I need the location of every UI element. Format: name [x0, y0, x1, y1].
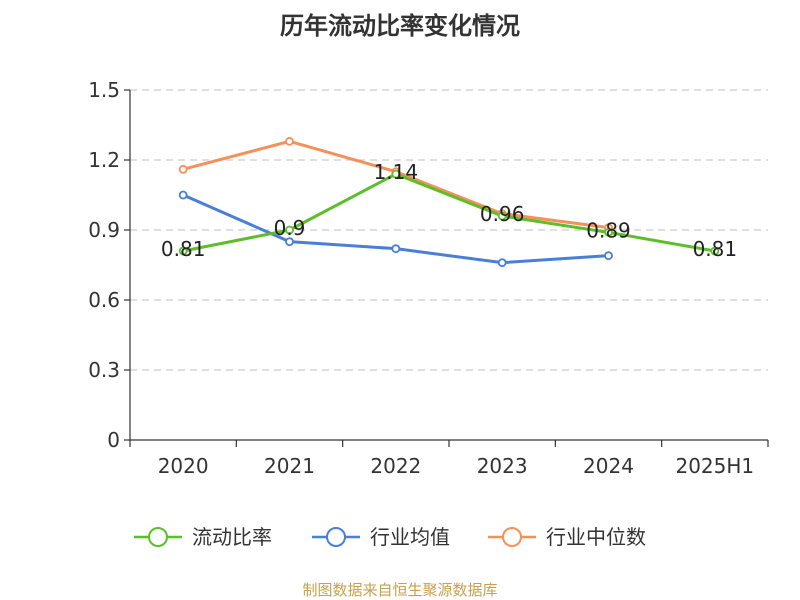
- y-tick-label: 1.2: [88, 148, 120, 172]
- legend-swatch-marker: [502, 527, 522, 547]
- y-tick-label: 0.3: [88, 358, 120, 382]
- legend: 流动比率 行业均值 行业中位数: [134, 525, 646, 549]
- data-label: 0.96: [480, 202, 525, 226]
- data-point: [178, 190, 188, 200]
- data-point: [497, 211, 507, 221]
- y-tick-label: 1.5: [88, 78, 120, 102]
- data-point: [497, 258, 507, 268]
- grid-lines: [130, 89, 768, 371]
- data-point: [391, 169, 401, 179]
- axes: 0 0.3 0.6 0.9 1.2 1.5 2020 2021 2022 2023 2024 2025…: [88, 78, 769, 478]
- chart-title: 历年流动比率变化情况: [280, 12, 520, 40]
- data-point: [604, 251, 613, 261]
- data-point: [285, 237, 294, 247]
- data-point: [604, 227, 613, 237]
- x-tick-label: 2023: [477, 454, 528, 478]
- data-point: [178, 246, 188, 256]
- x-tick-label: 2024: [583, 454, 634, 478]
- source-note: 制图数据来自恒生聚源数据库: [302, 581, 497, 599]
- x-tick-label: 2022: [370, 454, 421, 478]
- data-point: [710, 246, 720, 256]
- data-point: [285, 225, 294, 235]
- series-line: [182, 172, 716, 253]
- x-tick-label: 2020: [158, 454, 209, 478]
- data-label: 0.89: [586, 218, 631, 242]
- data-point: [178, 164, 188, 174]
- data-label: 0.81: [693, 237, 738, 261]
- legend-label: 行业中位数: [546, 525, 646, 549]
- data-label: 1.14: [374, 160, 419, 184]
- x-tick-label: 2021: [264, 454, 315, 478]
- y-tick-label: 0.6: [88, 288, 120, 312]
- data-point: [285, 136, 294, 146]
- x-tick-label: 2025H1: [675, 454, 754, 478]
- legend-label: 行业均值: [370, 525, 450, 549]
- legend-swatch-marker: [326, 527, 346, 547]
- data-point: [391, 244, 401, 254]
- y-tick-label: 0.9: [88, 218, 120, 242]
- data-labels: 0.81 0.9 1.14 0.96 0.89 0.81: [161, 160, 737, 261]
- data-label: 0.9: [274, 216, 306, 240]
- legend-label: 流动比率: [192, 525, 272, 549]
- series-points: [178, 136, 720, 268]
- data-label: 0.81: [161, 237, 206, 261]
- y-tick-label: 0: [107, 428, 120, 452]
- series-line: [182, 139, 609, 230]
- legend-swatch-marker: [148, 527, 168, 547]
